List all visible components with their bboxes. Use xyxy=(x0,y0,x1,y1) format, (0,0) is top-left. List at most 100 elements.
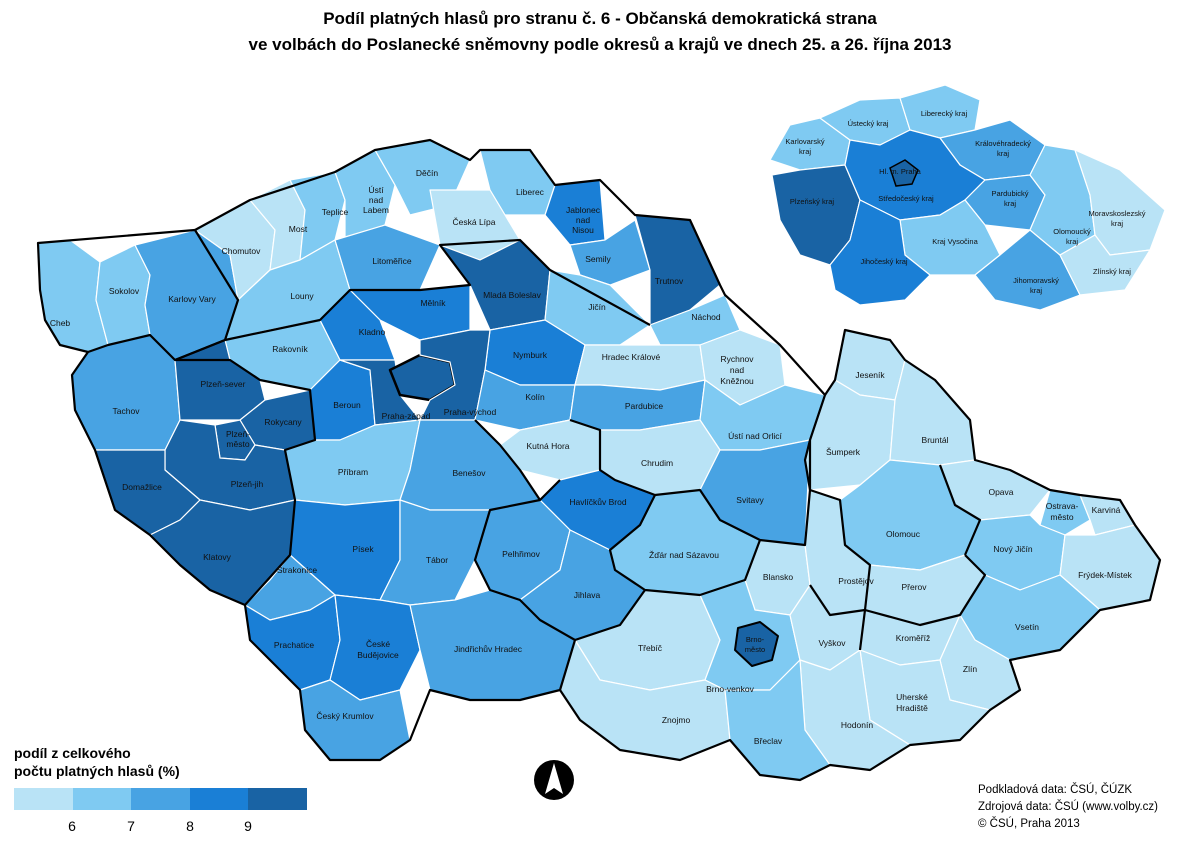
credits-copyright: © ČSÚ, Praha 2013 xyxy=(978,818,1080,830)
region-borders xyxy=(36,138,1162,782)
label-plzen-jih: Plzeň-jih xyxy=(231,479,264,489)
region-zlinsky[interactable] xyxy=(1059,234,1152,296)
label-rychnov-3: Kněžnou xyxy=(720,376,754,386)
district-labels: Cheb Sokolov Karlovy Vary Chomutov Most … xyxy=(50,168,1133,746)
label-pisek: Písek xyxy=(352,544,374,554)
label-klatovy: Klatovy xyxy=(203,552,232,562)
label-rychnov-1: Rychnov xyxy=(720,354,754,364)
legend-break-8: 8 xyxy=(186,818,194,834)
label-prachatice: Prachatice xyxy=(274,640,314,650)
label-plzen-sever: Plzeň-sever xyxy=(201,379,246,389)
label-praha-zapad: Praha-západ xyxy=(382,411,431,421)
label-karvina: Karviná xyxy=(1092,505,1121,515)
region-praha[interactable] xyxy=(889,159,919,187)
label-moravskoslezsky-2: kraj xyxy=(1111,219,1123,228)
label-olomouc: Olomouc xyxy=(886,529,921,539)
label-cb-2: Budějovice xyxy=(357,650,399,660)
label-opava: Opava xyxy=(988,487,1013,497)
label-rokycany: Rokycany xyxy=(264,417,302,427)
label-bruntal: Bruntál xyxy=(922,435,949,445)
label-ostrava-1: Ostrava- xyxy=(1046,501,1079,511)
label-pelhrimov: Pelhřimov xyxy=(502,549,541,559)
legend-title-line-1: podíl z celkového xyxy=(14,745,131,761)
label-pardubice: Pardubice xyxy=(625,401,664,411)
legend-class-2 xyxy=(72,788,132,810)
label-hradec-kralove: Hradec Králové xyxy=(602,352,661,362)
label-praha-vychod: Praha-východ xyxy=(444,407,497,417)
label-vsetin: Vsetín xyxy=(1015,622,1039,632)
label-vysocina: Kraj Vysočina xyxy=(932,237,978,246)
label-olomoucky-1: Olomoucký xyxy=(1053,227,1091,236)
label-usti-1: Ústí xyxy=(368,185,384,195)
label-prostejov: Prostějov xyxy=(838,576,874,586)
label-jindrichuv: Jindřichův Hradec xyxy=(454,644,523,654)
label-ustecky: Ústecký kraj xyxy=(848,119,889,128)
label-kutna-hora: Kutná Hora xyxy=(527,441,570,451)
district-litomerice[interactable] xyxy=(334,224,441,291)
label-brno-mesto-2: město xyxy=(745,645,765,654)
label-liberec: Liberec xyxy=(516,187,545,197)
legend-class-1 xyxy=(14,788,73,810)
label-uh-1: Uherské xyxy=(896,692,928,702)
legend-break-9: 9 xyxy=(244,818,252,834)
label-rychnov-2: nad xyxy=(730,365,744,375)
label-karlovarsky-2: kraj xyxy=(799,147,811,156)
district-brno-mesto[interactable] xyxy=(734,621,779,667)
label-sumperk: Šumperk xyxy=(826,447,861,457)
label-semily: Semily xyxy=(585,254,611,264)
label-chomutov: Chomutov xyxy=(222,246,261,256)
credits-data: Zdrojová data: ČSÚ (www.volby.cz) xyxy=(978,801,1159,813)
label-cheb: Cheb xyxy=(50,318,71,328)
label-jablonec-3: Nisou xyxy=(572,225,594,235)
north-arrow-icon xyxy=(534,760,574,800)
label-brno-mesto-1: Brno- xyxy=(746,635,765,644)
label-nymburk: Nymburk xyxy=(513,350,548,360)
label-mlada-boleslav: Mladá Boleslav xyxy=(483,290,541,300)
label-usti-2: nad xyxy=(369,195,383,205)
label-stredocesky: Středočeský kraj xyxy=(878,194,934,203)
label-jesenik: Jeseník xyxy=(855,370,885,380)
label-kladno: Kladno xyxy=(359,327,386,337)
label-jihomoravsky-1: Jihomoravský xyxy=(1013,276,1059,285)
label-trebic: Třebíč xyxy=(638,643,663,653)
label-melnik: Mělník xyxy=(420,298,446,308)
label-praha-region: Hl. m. Praha xyxy=(879,167,922,176)
label-benesov: Benešov xyxy=(452,468,486,478)
label-moravskoslezsky-1: Moravskoslezský xyxy=(1088,209,1145,218)
label-plzensky: Plzeňský kraj xyxy=(790,197,835,206)
label-usti-3: Labem xyxy=(363,205,389,215)
label-sokolov: Sokolov xyxy=(109,286,140,296)
region-jihocesky[interactable] xyxy=(829,199,931,306)
label-ceska-lipa: Česká Lípa xyxy=(453,217,496,227)
label-cb-1: České xyxy=(366,639,390,649)
label-frydek: Frýdek-Místek xyxy=(1078,570,1133,580)
label-zdar: Žďár nad Sázavou xyxy=(649,550,719,560)
label-tachov: Tachov xyxy=(113,406,141,416)
label-decin: Děčín xyxy=(416,168,438,178)
label-kromeriz: Kroměříž xyxy=(896,633,930,643)
label-jihomoravsky-2: kraj xyxy=(1030,286,1042,295)
label-domazlice: Domažlice xyxy=(122,482,162,492)
map-title-line-2: ve volbách do Poslanecké sněmovny podle … xyxy=(248,35,952,54)
label-kralovehradecky-1: Královéhradecký xyxy=(975,139,1031,148)
label-louny: Louny xyxy=(290,291,314,301)
label-hodonin: Hodonín xyxy=(841,720,873,730)
label-znojmo: Znojmo xyxy=(662,715,691,725)
legend-class-4 xyxy=(189,788,249,810)
legend-title-line-2: počtu platných hlasů (%) xyxy=(14,763,180,779)
label-jablonec-2: nad xyxy=(576,215,590,225)
label-rakovnik: Rakovník xyxy=(272,344,308,354)
label-jihlava: Jihlava xyxy=(574,590,601,600)
label-kolin: Kolín xyxy=(525,392,545,402)
map-title-line-1: Podíl platných hlasů pro stranu č. 6 - O… xyxy=(323,9,877,28)
label-vyskov: Vyškov xyxy=(818,638,846,648)
label-jicin: Jičín xyxy=(588,302,606,312)
label-svitavy: Svitavy xyxy=(736,495,764,505)
label-karlovy-vary: Karlovy Vary xyxy=(168,294,216,304)
label-pardubicky-2: kraj xyxy=(1004,199,1016,208)
legend-class-3 xyxy=(131,788,190,810)
label-ostrava-2: město xyxy=(1050,512,1073,522)
legend-break-6: 6 xyxy=(68,818,76,834)
label-liberecky: Liberecký kraj xyxy=(921,109,968,118)
